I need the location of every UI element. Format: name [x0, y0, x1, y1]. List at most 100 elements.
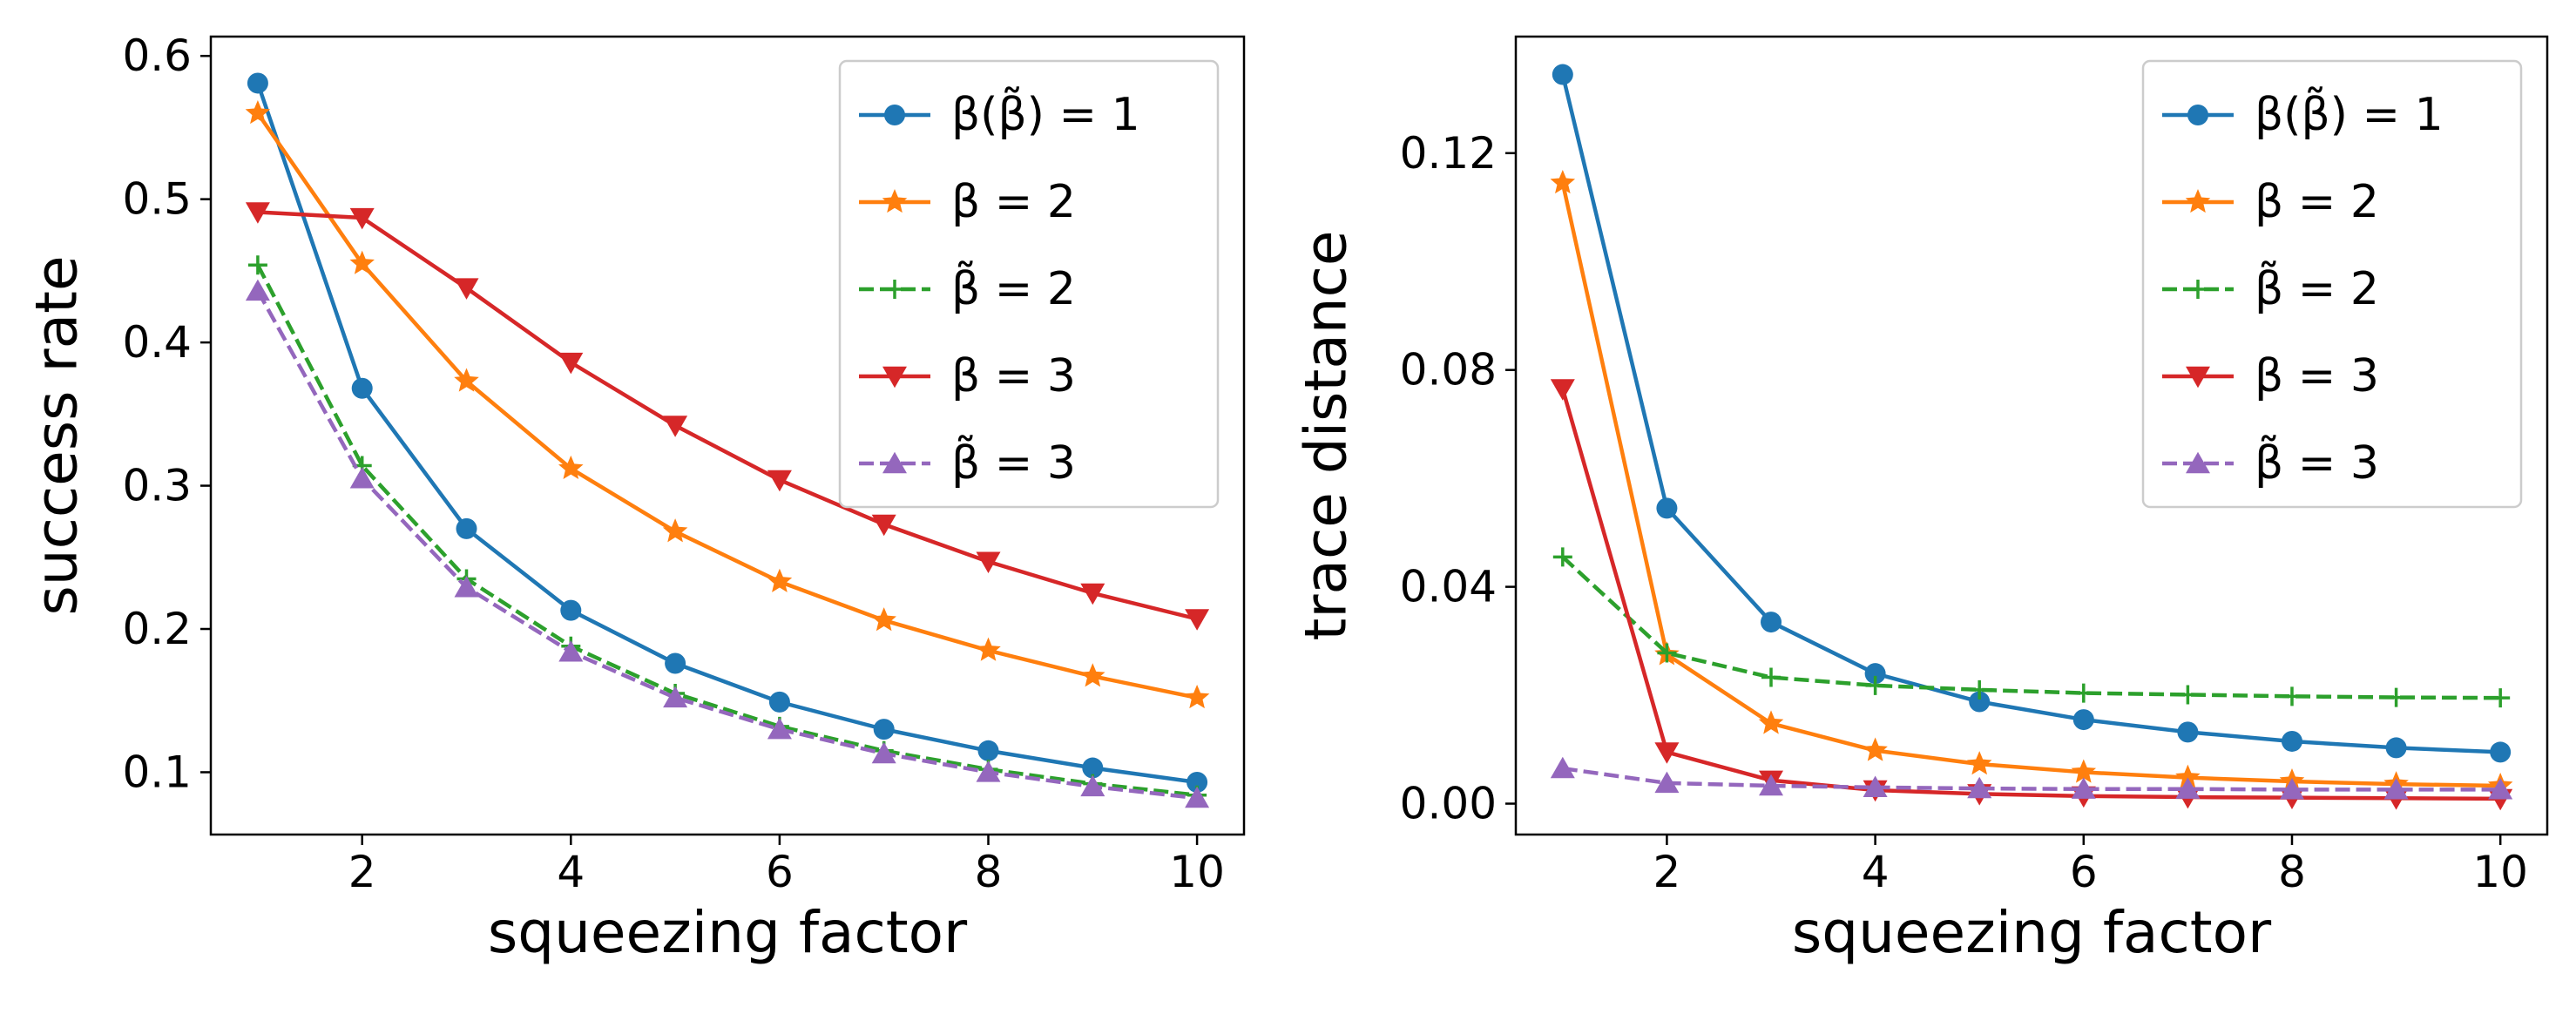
data-point	[1550, 379, 1575, 401]
legend-label: β(β̃) = 1	[2255, 86, 2444, 141]
x-axis-label: squeezing factor	[1792, 899, 2272, 966]
data-point	[1864, 663, 1886, 685]
series-line	[1560, 388, 2501, 801]
data-point	[2178, 685, 2198, 705]
data-point	[1656, 497, 1678, 519]
plot-frame	[1514, 35, 2549, 836]
legend-label: β(β̃) = 1	[951, 86, 1140, 141]
x-tick-label: 10	[1169, 847, 1225, 897]
legend-box	[2141, 59, 2523, 509]
data-point	[1970, 679, 1990, 700]
data-point	[1967, 776, 1992, 799]
legend: β(β̃) = 1 β = 2 β̃ = 2 β = 3 β̃ = 3	[838, 59, 1220, 509]
data-point	[1759, 774, 1784, 796]
data-point	[2279, 778, 2304, 800]
legend-marker	[2187, 105, 2208, 125]
data-point	[976, 760, 1001, 782]
x-tick-label: 8	[975, 847, 1003, 897]
data-point	[2488, 778, 2513, 800]
y-tick-label: 0.6	[122, 30, 192, 81]
data-point	[1758, 710, 1784, 734]
data-point	[1969, 691, 1991, 713]
data-point	[1654, 742, 1680, 764]
data-point	[349, 207, 375, 230]
series-line	[1560, 182, 2501, 788]
data-point	[1657, 643, 1677, 663]
data-point	[871, 607, 896, 632]
data-point	[767, 568, 793, 592]
legend-marker	[884, 105, 905, 125]
data-point	[2383, 778, 2409, 800]
series-line	[1562, 766, 2501, 792]
data-point	[1187, 771, 1208, 793]
series-0	[247, 72, 1208, 793]
data-point	[247, 72, 268, 94]
data-point	[1550, 170, 1576, 194]
data-point	[2490, 741, 2512, 763]
data-point	[454, 576, 479, 598]
data-point	[2175, 777, 2201, 799]
data-point	[873, 719, 895, 740]
legend: β(β̃) = 1 β = 2 β̃ = 2 β = 3 β̃ = 3	[2141, 59, 2523, 509]
series-1	[245, 99, 1210, 709]
data-point	[247, 255, 267, 275]
data-point	[767, 717, 792, 740]
data-point	[2071, 777, 2096, 799]
data-point	[2072, 709, 2094, 731]
series-line	[1561, 555, 2501, 700]
left-panel-success-rate: 2 4 6 8 10 0.1 0.2 0.3 0.4 0.5 0.6 squeezing factor…	[24, 30, 1246, 966]
data-point	[1080, 663, 1105, 687]
data-point	[1184, 684, 1210, 709]
data-point	[454, 278, 479, 300]
x-tick-label: 4	[557, 847, 585, 897]
data-point	[1761, 612, 1782, 633]
series-4	[245, 279, 1210, 808]
x-tick-label: 2	[1653, 847, 1681, 897]
data-point	[560, 599, 582, 621]
data-point	[1966, 751, 1992, 775]
x-tick-label: 6	[2070, 847, 2098, 897]
data-point	[2281, 730, 2302, 752]
legend-marker	[882, 366, 907, 389]
data-point	[871, 741, 896, 764]
data-point	[663, 416, 688, 437]
y-tick-label: 0.04	[1400, 562, 1497, 612]
data-point	[1080, 774, 1105, 797]
data-point	[558, 640, 584, 662]
legend-marker	[882, 451, 907, 474]
data-point	[245, 99, 271, 125]
legend-label: β̃ = 3	[2255, 435, 2379, 490]
data-point	[2071, 759, 2097, 783]
x-tick-label: 4	[1862, 847, 1890, 897]
legend-label: β = 2	[2255, 176, 2379, 228]
legend-marker	[2185, 189, 2211, 213]
series-4	[1550, 756, 2513, 800]
data-point	[976, 551, 1001, 574]
y-tick-label: 0.4	[122, 317, 192, 368]
series-line	[1560, 74, 2501, 754]
data-point	[768, 691, 790, 713]
legend-label: β̃ = 2	[951, 260, 1076, 315]
data-point	[245, 279, 270, 301]
legend-label: β = 2	[951, 176, 1076, 228]
legend-box	[838, 59, 1220, 509]
data-point	[1654, 771, 1680, 794]
y-tick-label: 0.3	[122, 461, 192, 511]
data-point	[2386, 687, 2406, 707]
legend-marker	[2186, 366, 2210, 389]
series-3	[245, 202, 1210, 631]
data-point	[767, 470, 792, 492]
data-point	[871, 514, 896, 537]
x-tick-label: 2	[348, 847, 376, 897]
x-tick-label: 8	[2278, 847, 2306, 897]
x-tick-label: 6	[766, 847, 794, 897]
data-point	[2177, 721, 2199, 743]
legend-label: β = 3	[951, 350, 1076, 402]
y-axis-label: success rate	[24, 255, 91, 615]
legend-label: β = 3	[2255, 350, 2379, 402]
data-point	[1185, 609, 1210, 631]
x-tick-label: 10	[2472, 847, 2528, 897]
data-point	[1185, 786, 1210, 808]
data-point	[1863, 737, 1888, 761]
series-line	[255, 82, 1198, 785]
